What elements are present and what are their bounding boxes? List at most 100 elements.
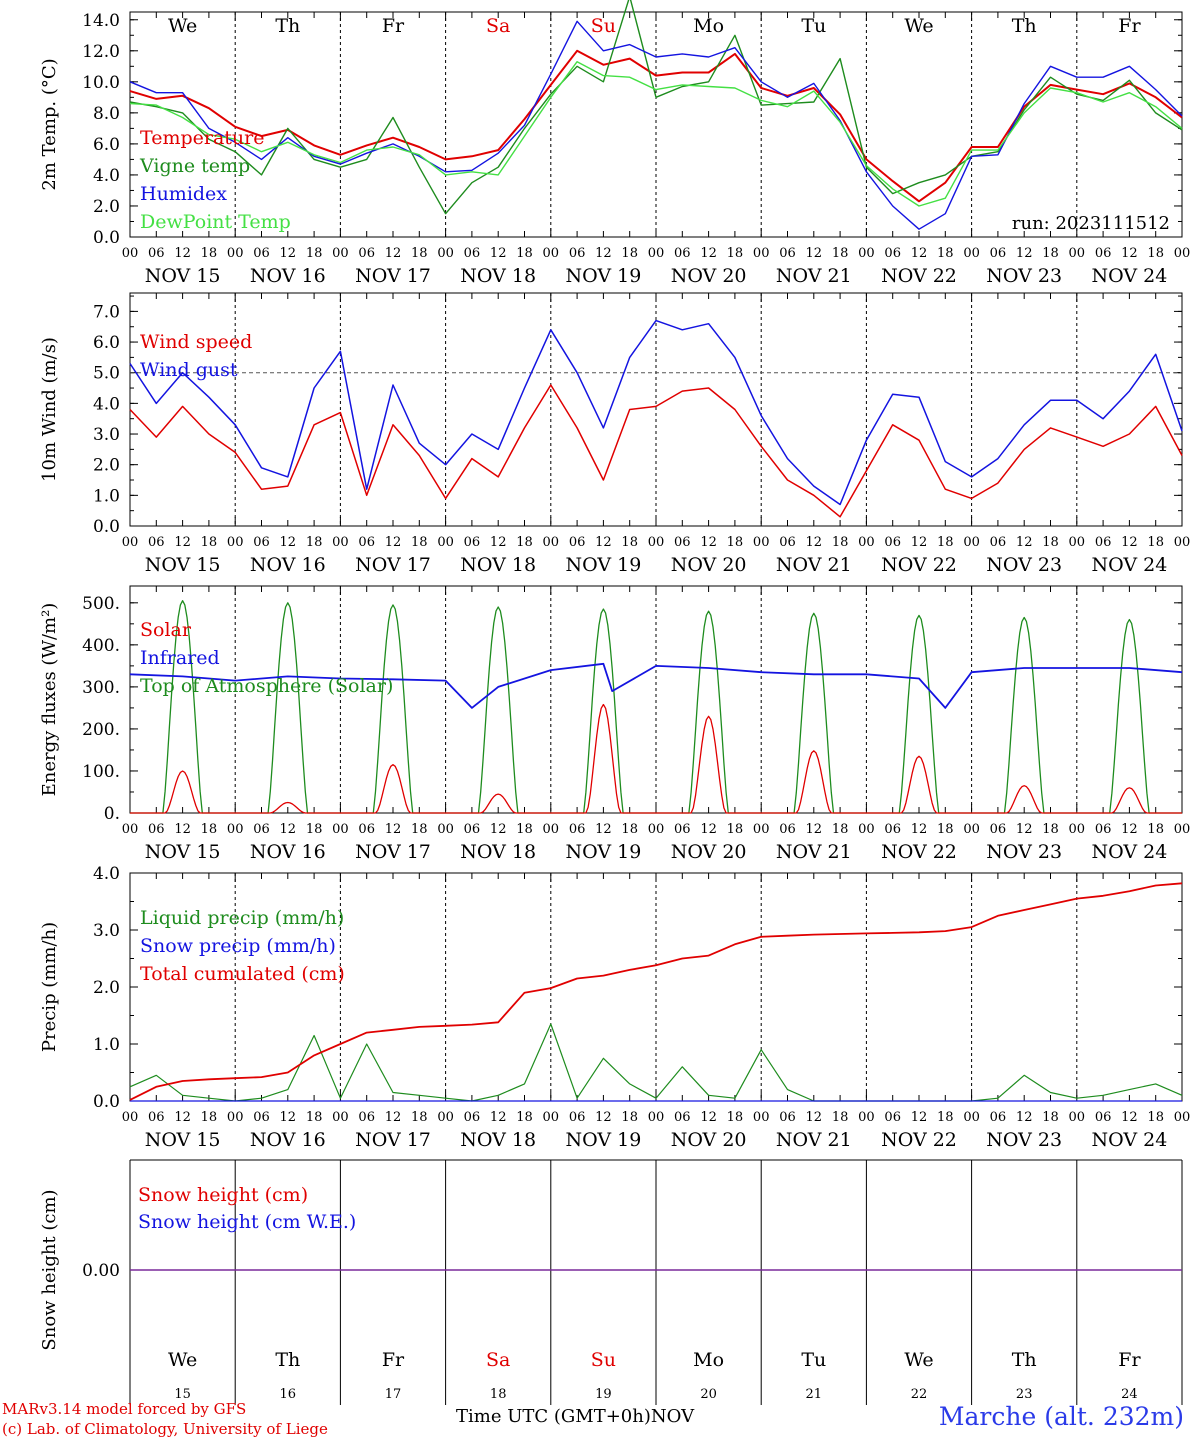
- hour-label: 12: [1121, 535, 1138, 550]
- date-label: NOV 24: [1091, 841, 1167, 863]
- hour-label: 06: [779, 822, 796, 837]
- hour-label: 12: [490, 535, 507, 550]
- hour-label: 12: [385, 822, 402, 837]
- model-credit: MARv3.14 model forced by GFS: [2, 1400, 247, 1418]
- hour-label: 00: [332, 1110, 349, 1125]
- y-tick-label: 300.: [82, 678, 120, 698]
- day-name: Fr: [382, 15, 405, 37]
- hour-label: 06: [1095, 1110, 1112, 1125]
- legend-liquid-precip-mm-h: Liquid precip (mm/h): [140, 907, 344, 929]
- hour-label: 06: [148, 246, 165, 261]
- hour-label: 00: [648, 822, 665, 837]
- hour-label: 00: [648, 1110, 665, 1125]
- legend-humidex: Humidex: [140, 183, 227, 205]
- y-tick-label: 200.: [82, 720, 120, 740]
- hour-label: 18: [1147, 822, 1164, 837]
- day-name: Fr: [1118, 1349, 1141, 1371]
- panel-4: 0.0 1.0 2.0 3.0 4.0 Precip (mm/h) Liquid preci…: [39, 864, 1190, 1151]
- hour-label: 12: [700, 1110, 717, 1125]
- hour-label: 06: [148, 535, 165, 550]
- legend-wind-speed: Wind speed: [140, 331, 252, 353]
- legend-vigne-temp: Vigne temp: [139, 155, 250, 177]
- day-name: Th: [275, 1349, 300, 1371]
- hour-label: 00: [858, 246, 875, 261]
- hour-label: 06: [674, 1110, 691, 1125]
- hour-label: 06: [253, 246, 270, 261]
- y-tick-label: 3.0: [93, 425, 120, 445]
- hour-label: 12: [1016, 822, 1033, 837]
- day-number: 23: [1016, 1387, 1033, 1402]
- hour-label: 00: [437, 1110, 454, 1125]
- date-label: NOV 17: [355, 554, 431, 576]
- hour-label: 00: [227, 822, 244, 837]
- hour-label: 12: [700, 822, 717, 837]
- day-name: Sa: [486, 15, 510, 37]
- date-label: NOV 21: [776, 841, 852, 863]
- hour-label: 12: [174, 246, 191, 261]
- hour-label: 06: [358, 535, 375, 550]
- y-tick-label: 6.0: [93, 135, 120, 155]
- hour-label: 18: [306, 1110, 323, 1125]
- hour-label: 12: [911, 822, 928, 837]
- date-label: NOV 22: [881, 265, 957, 287]
- date-label: NOV 20: [671, 265, 747, 287]
- x-axis-title: Time UTC (GMT+0h): [456, 1406, 651, 1427]
- day-name: Th: [1012, 1349, 1037, 1371]
- hour-label: 06: [779, 246, 796, 261]
- hour-label: 18: [516, 1110, 533, 1125]
- day-number: 19: [595, 1387, 612, 1402]
- day-name: We: [168, 1349, 197, 1371]
- y-tick-label: 500.: [82, 594, 120, 614]
- hour-label: 18: [201, 246, 218, 261]
- date-label: NOV 23: [986, 1129, 1062, 1151]
- hour-label: 12: [174, 822, 191, 837]
- hour-label: 06: [569, 246, 586, 261]
- series-infrared: [129, 662, 1183, 709]
- series-solar: [130, 703, 1182, 814]
- date-label: NOV 22: [881, 1129, 957, 1151]
- hour-label: 00: [437, 822, 454, 837]
- hour-label: 12: [174, 535, 191, 550]
- hour-label: 00: [122, 535, 139, 550]
- hour-label: 18: [1042, 246, 1059, 261]
- hour-label: 00: [858, 535, 875, 550]
- hour-label: 18: [937, 246, 954, 261]
- y-tick-label: 4.0: [93, 394, 120, 414]
- day-name: Th: [1012, 15, 1037, 37]
- day-name: Su: [591, 15, 616, 37]
- hour-label: 06: [1095, 822, 1112, 837]
- hour-label: 12: [595, 1110, 612, 1125]
- hour-label: 18: [516, 535, 533, 550]
- hour-label: 18: [201, 535, 218, 550]
- hour-label: 06: [464, 822, 481, 837]
- hour-label: 06: [884, 535, 901, 550]
- y-tick-label: 12.0: [82, 42, 120, 62]
- hour-label: 00: [543, 535, 560, 550]
- date-label: NOV 20: [671, 1129, 747, 1151]
- y-axis-label: Precip (mm/h): [39, 922, 60, 1052]
- date-label: NOV 21: [776, 265, 852, 287]
- hour-label: 06: [674, 535, 691, 550]
- hour-label: 00: [963, 1110, 980, 1125]
- day-number: 18: [490, 1387, 507, 1402]
- hour-label: 18: [832, 535, 849, 550]
- hour-label: 18: [832, 822, 849, 837]
- hour-label: 00: [122, 246, 139, 261]
- hour-label: 06: [990, 535, 1007, 550]
- y-tick-label: 0.00: [82, 1261, 120, 1281]
- hour-label: 06: [464, 246, 481, 261]
- date-label: NOV 20: [671, 554, 747, 576]
- date-label: NOV 19: [565, 841, 641, 863]
- day-name: Su: [591, 1349, 616, 1371]
- hour-label: 00: [1174, 535, 1191, 550]
- hour-label: 18: [1147, 246, 1164, 261]
- hour-label: 12: [595, 822, 612, 837]
- hour-label: 00: [332, 822, 349, 837]
- hour-label: 18: [621, 535, 638, 550]
- hour-label: 12: [1016, 1110, 1033, 1125]
- hour-label: 00: [858, 822, 875, 837]
- hour-label: 06: [464, 1110, 481, 1125]
- hour-label: 12: [1121, 1110, 1138, 1125]
- legend-dewpoint-temp: DewPoint Temp: [140, 211, 291, 233]
- hour-label: 00: [648, 535, 665, 550]
